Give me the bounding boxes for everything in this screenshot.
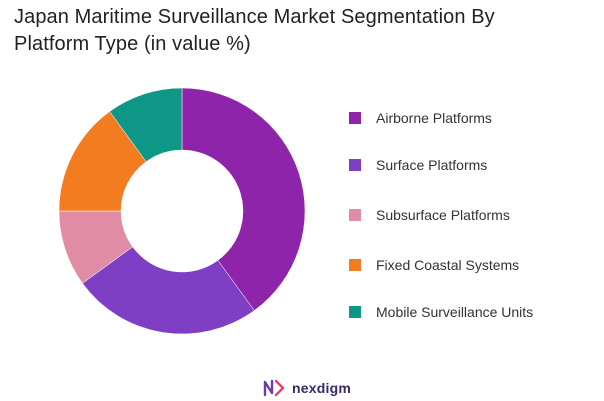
legend-label: Subsurface Platforms — [376, 207, 510, 223]
legend-label: Airborne Platforms — [376, 110, 492, 126]
chart-title-line-1: Japan Maritime Surveillance Market Segme… — [14, 6, 495, 28]
donut-slice-mobile-surveillance-units — [109, 87, 183, 162]
legend-label: Fixed Coastal Systems — [376, 257, 520, 273]
legend-swatch — [349, 306, 361, 318]
nexdigm-logo-icon — [263, 379, 285, 397]
legend-item-airborne-platforms: Airborne Platforms — [349, 108, 492, 128]
legend-swatch — [349, 259, 361, 271]
legend-label: Mobile Surveillance Units — [376, 304, 534, 320]
legend-swatch — [349, 159, 361, 171]
legend-item-mobile-surveillance-units: Mobile Surveillance Units — [349, 302, 533, 322]
legend-swatch — [349, 209, 361, 221]
legend-item-surface-platforms: Surface Platforms — [349, 155, 487, 175]
donut-slice-airborne-platforms — [181, 87, 306, 311]
legend-swatch — [349, 112, 361, 124]
chart-title: Japan Maritime Surveillance Market Segme… — [14, 4, 594, 58]
legend-item-fixed-coastal-systems: Fixed Coastal Systems — [349, 255, 519, 275]
legend-item-subsurface-platforms: Subsurface Platforms — [349, 205, 510, 225]
brand-logo: nexdigm — [262, 377, 351, 399]
donut-slice-surface-platforms — [82, 246, 255, 335]
brand-name: nexdigm — [292, 380, 351, 396]
legend-label: Surface Platforms — [376, 157, 488, 173]
chart-title-line-2: Platform Type (in value %) — [14, 33, 251, 55]
